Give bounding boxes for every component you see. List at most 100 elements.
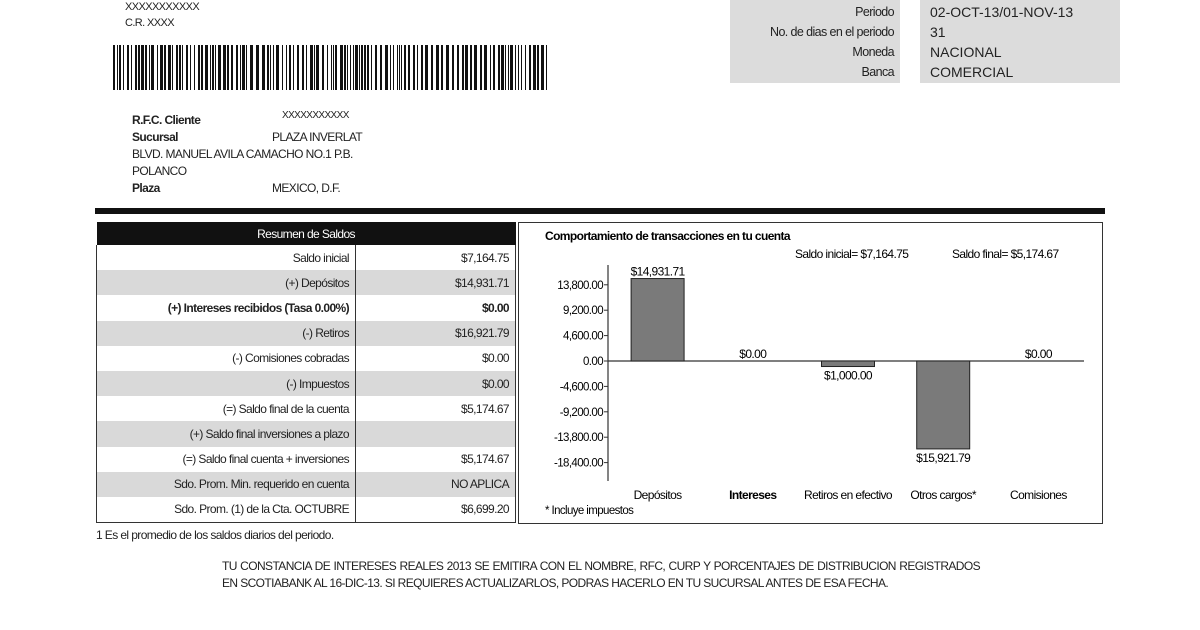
barcode-bar [417,45,418,90]
barcode-bar [149,45,150,90]
barcode-bar [498,45,500,90]
barcode-bar [413,45,415,90]
account-number: XXXXXXXXXXX [125,1,200,13]
y-tick-label: -9,200.00 [560,407,603,419]
summary-label: (-) Impuestos [96,370,356,397]
label-moneda: Moneda [852,45,894,59]
chart-note: * Incluye impuestos [545,505,634,517]
barcode-bar [436,45,439,90]
address-line1: BLVD. MANUEL AVILA CAMACHO NO.1 P.B. [132,147,353,161]
barcode-bar [262,45,265,90]
barcode-bar [240,45,241,90]
summary-row: (+) Intereses recibidos (Tasa 0.00%) $0.0… [96,295,516,321]
summary-label: (=) Saldo final cuenta + inversiones [96,446,356,472]
notice-text: TU CONSTANCIA DE INTERESES REALES 2013 S… [222,559,981,590]
barcode-bar [510,45,513,90]
barcode-bar [364,45,366,90]
summary-label: Saldo inicial [96,245,356,271]
barcode-bar [141,45,144,90]
summary-value [355,421,516,447]
summary-row: (-) Impuestos $0.00 [96,370,516,397]
summary-row: (=) Saldo final de la cuenta $5,174.67 [96,396,516,422]
summary-row: (+) Depósitos $14,931.71 [96,270,516,296]
data-label: $1,000.00 [824,369,873,383]
barcode [113,45,547,90]
barcode-bar [340,45,343,90]
summary-label: (-) Retiros [96,320,356,346]
barcode-bar [297,45,299,90]
barcode-bar [194,45,195,90]
y-tick-label: -4,600.00 [560,381,603,393]
barcode-bar [327,45,328,90]
summary-value: $5,174.67 [355,396,516,422]
summary-label: (+) Intereses recibidos (Tasa 0.00%) [96,295,356,321]
barcode-bar [289,45,291,90]
barcode-bar [493,45,495,90]
barcode-bar [322,45,324,90]
barcode-bar [113,45,115,90]
barcode-bar [212,45,214,90]
barcode-bar [227,45,229,90]
barcode-bar [310,45,313,90]
barcode-bar [353,45,354,90]
barcode-bar [408,45,410,90]
barcode-bar [302,45,304,90]
barcode-bar [446,45,449,90]
label-periodo: Periodo [855,5,894,19]
barcode-bar [198,45,200,90]
summary-label: Sdo. Prom. Min. requerido en cuenta [96,471,356,497]
barcode-bar [371,45,372,90]
bar [916,360,971,450]
chart-svg: Comportamiento de transacciones en tu cu… [545,229,1084,517]
summary-row: Saldo inicial $7,164.75 [96,245,516,271]
barcode-bar [331,45,332,90]
rfc-label: R.F.C. Cliente [132,113,201,127]
barcode-bar [273,45,274,90]
barcode-bar [186,45,188,90]
y-tick-label: 0.00 [583,356,603,368]
barcode-bar [131,45,132,90]
summary-footnote: 1 Es el promedio de los saldos diarios d… [96,528,334,542]
summary-row: (=) Saldo final cuenta + inversiones $5,1… [96,446,516,472]
barcode-bar [441,45,443,90]
value-dias: 31 [930,24,946,40]
category-label: Comisiones [1010,488,1067,502]
value-moneda: NACIONAL [930,44,1002,60]
barcode-bar [525,45,526,90]
barcode-bar [501,45,504,90]
barcode-bar [397,45,398,90]
chart-saldo-final: Saldo final= $5,174.67 [952,247,1059,261]
barcode-bar [176,45,178,90]
barcode-bar [135,45,137,90]
barcode-bar [347,45,348,90]
y-tick-label: 9,200.00 [563,305,603,317]
barcode-bar [164,45,166,90]
summary-label: (+) Saldo final inversiones a plazo [96,421,356,447]
barcode-bar [355,45,358,90]
barcode-bar [168,45,171,90]
barcode-bar [484,45,487,90]
barcode-bar [246,45,247,90]
barcode-bar [314,45,315,90]
barcode-bar [474,45,477,90]
barcode-bar [293,45,294,90]
barcode-bar [361,45,363,90]
summary-value: $0.00 [355,295,516,321]
barcode-bar [190,45,191,90]
summary-value: $14,931.71 [355,270,516,296]
summary-value: $16,921.79 [355,320,516,346]
barcode-bar [160,45,163,90]
barcode-bar [505,45,506,90]
category-label: Depósitos [634,488,683,502]
y-tick-label: -13,800.00 [554,432,603,444]
barcode-bar [218,45,221,90]
summary-label: (+) Depósitos [96,270,356,296]
period-info-values: 02-OCT-13/01-NOV-13 31 NACIONAL COMERCIA… [920,0,1120,83]
y-tick-label: 4,600.00 [563,331,603,343]
barcode-bar [276,45,279,90]
barcode-bar [201,45,203,90]
barcode-bar [425,45,428,90]
barcode-bar [380,45,382,90]
sucursal-label: Sucursal [132,130,178,144]
category-label: Intereses [729,488,777,502]
